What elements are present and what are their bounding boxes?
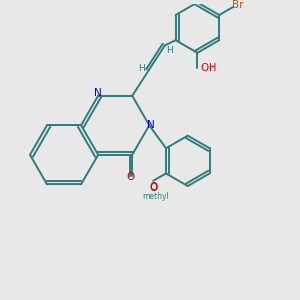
Text: O: O bbox=[149, 182, 158, 192]
Text: N: N bbox=[147, 120, 154, 130]
Text: N: N bbox=[94, 88, 102, 98]
Text: O: O bbox=[201, 63, 209, 73]
Text: methyl: methyl bbox=[143, 192, 169, 201]
Text: O: O bbox=[127, 172, 135, 182]
Text: O: O bbox=[149, 183, 157, 193]
Text: Br: Br bbox=[232, 0, 244, 11]
Text: H: H bbox=[138, 64, 145, 73]
Text: H: H bbox=[166, 46, 173, 55]
Text: H: H bbox=[209, 63, 217, 73]
